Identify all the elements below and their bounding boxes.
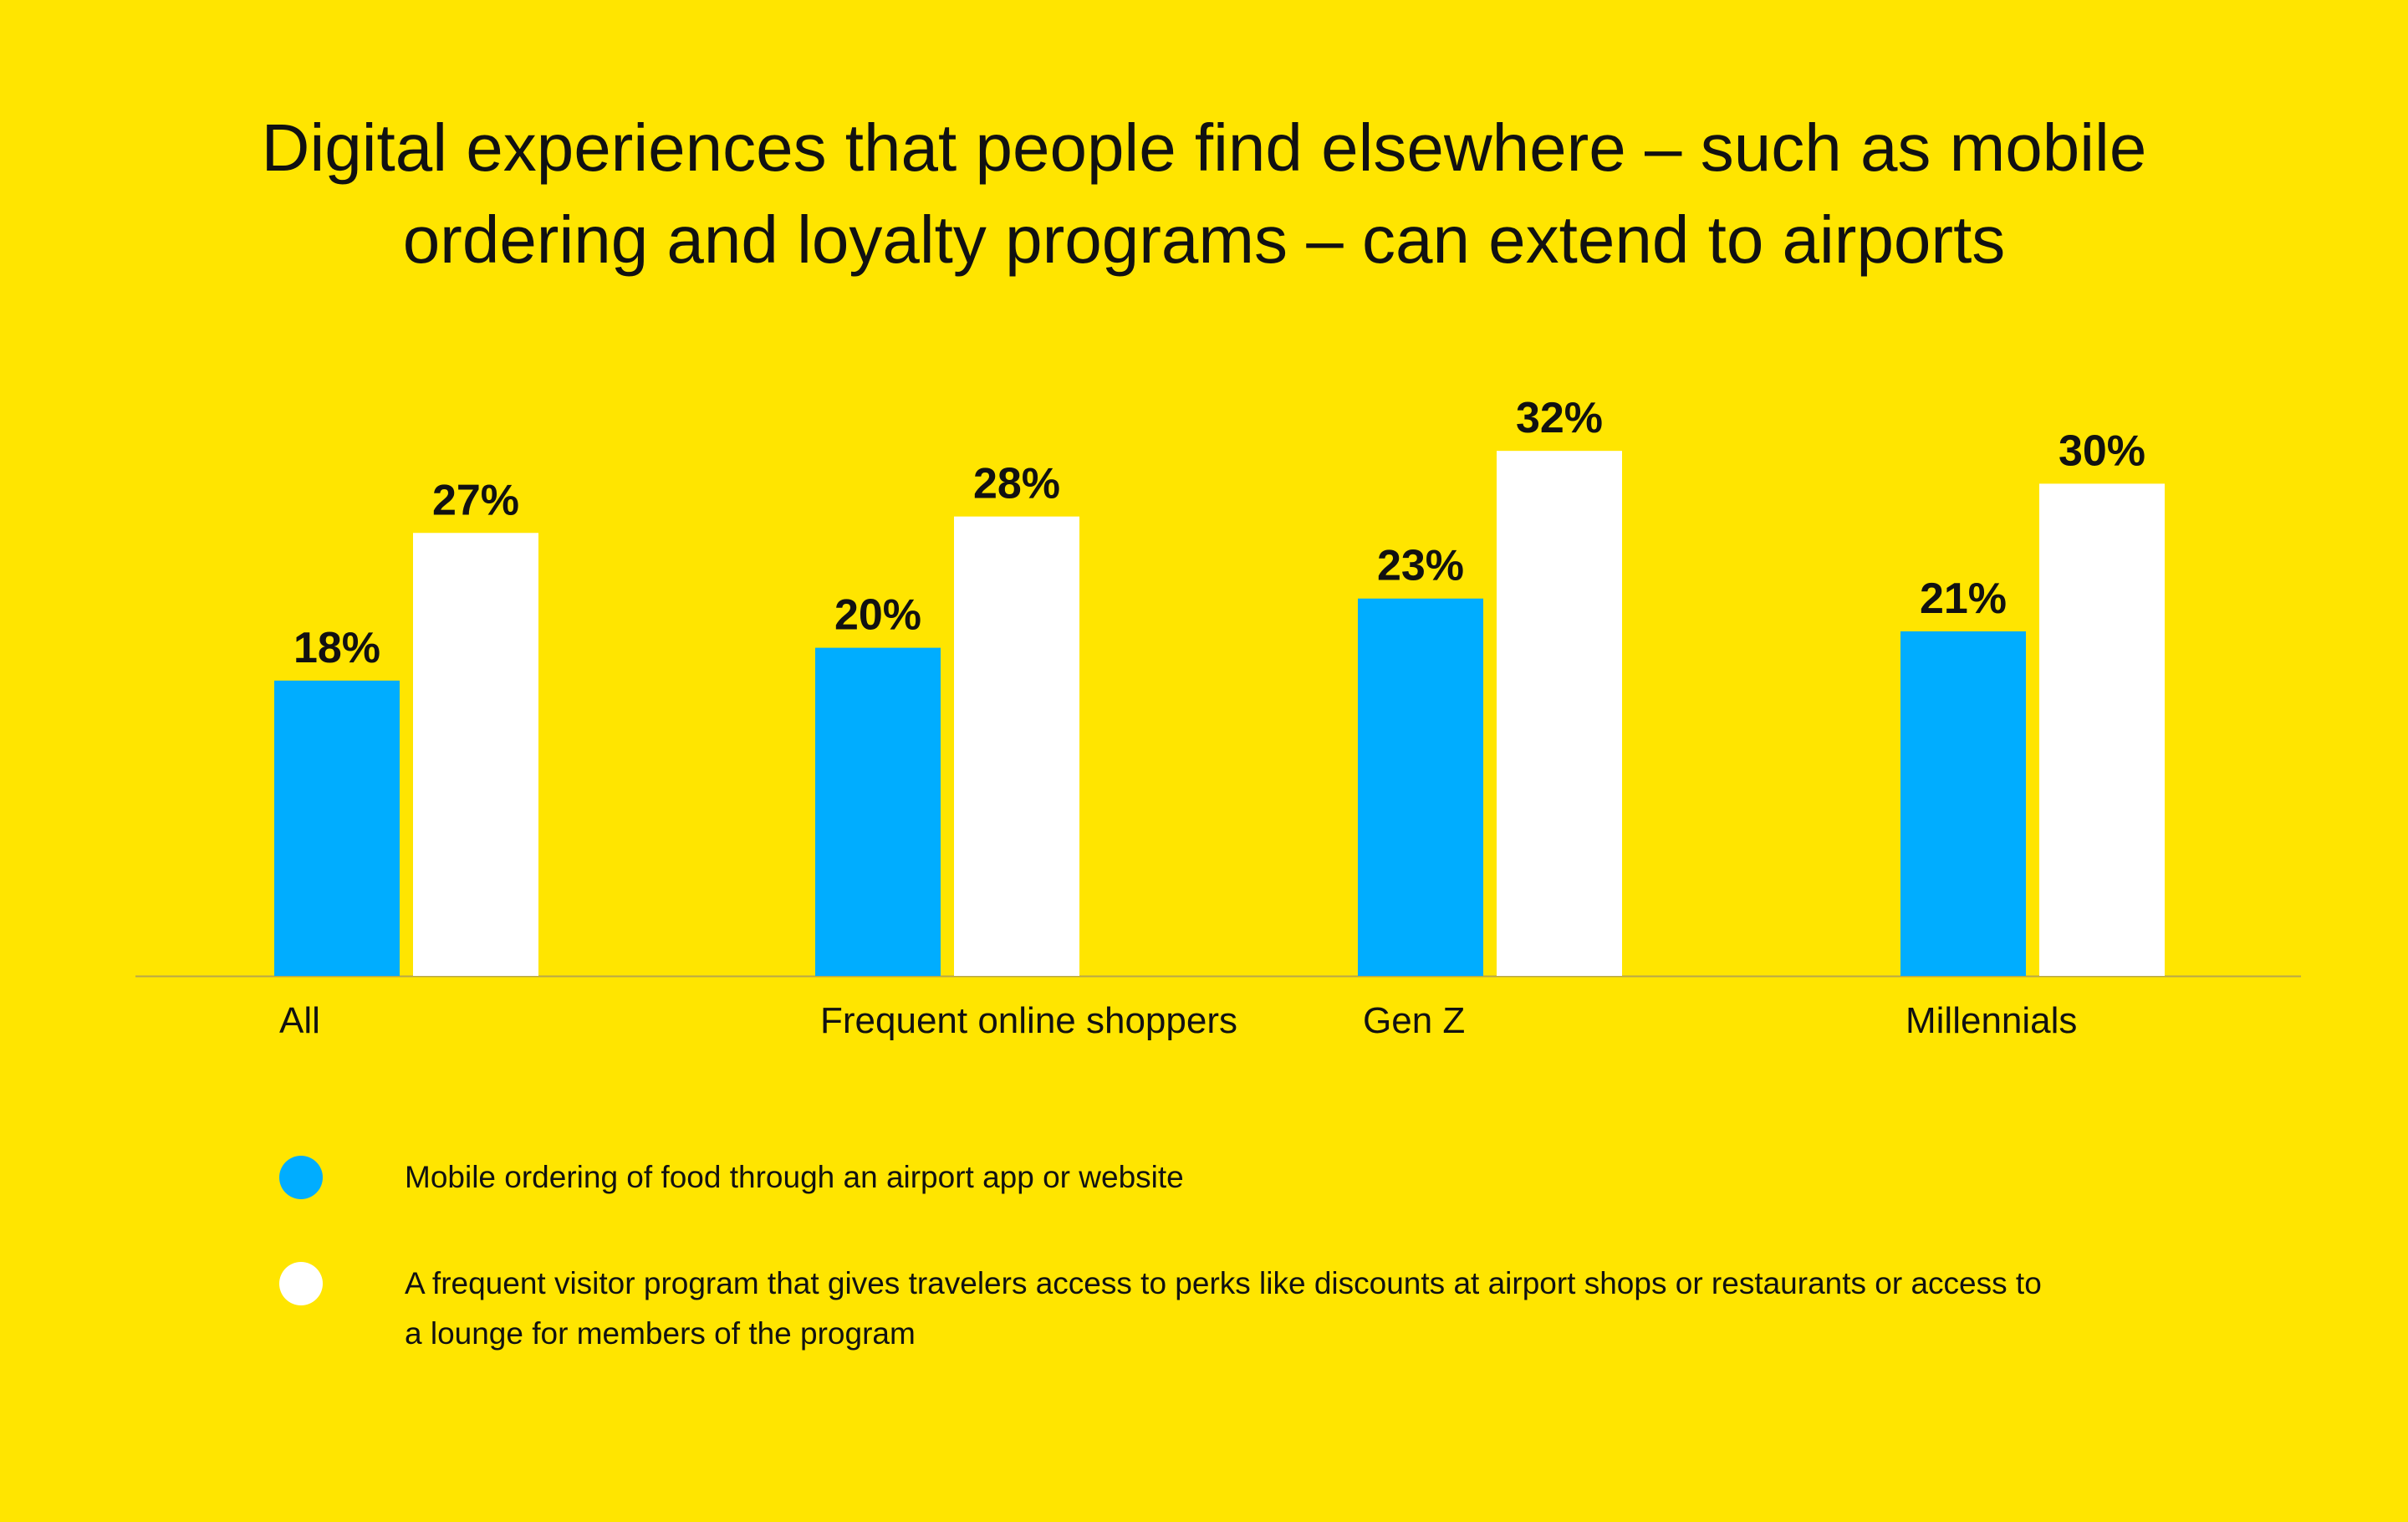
data-label-millennials-series-2: 30% bbox=[2059, 426, 2145, 475]
legend-item-mobile-ordering: Mobile ordering of food through an airpo… bbox=[279, 1152, 2052, 1203]
legend-swatch-mobile-ordering bbox=[279, 1156, 323, 1199]
bar-frequent-online-shoppers-series-1 bbox=[815, 647, 941, 976]
data-label-gen-z-series-2: 32% bbox=[1516, 394, 1603, 442]
bar-gen-z-series-1 bbox=[1358, 598, 1483, 976]
data-label-frequent-online-shoppers-series-1: 20% bbox=[834, 591, 921, 640]
bar-all-series-1 bbox=[274, 680, 400, 976]
data-label-frequent-online-shoppers-series-2: 28% bbox=[973, 460, 1060, 508]
legend-label-mobile-ordering: Mobile ordering of food through an airpo… bbox=[405, 1160, 1184, 1194]
chart-title-line-2: ordering and loyalty programs – can exte… bbox=[402, 202, 2006, 277]
chart-title-line-1: Digital experiences that people find els… bbox=[261, 110, 2147, 185]
legend-label-line-2: a lounge for members of the program bbox=[405, 1316, 916, 1351]
category-label-all: All bbox=[279, 1000, 320, 1041]
legend-label-frequent-visitor: A frequent visitor program that gives tr… bbox=[405, 1259, 2042, 1359]
data-label-all-series-1: 18% bbox=[293, 624, 380, 672]
data-label-all-series-2: 27% bbox=[432, 476, 519, 524]
bar-gen-z-series-2 bbox=[1497, 451, 1622, 976]
data-label-millennials-series-1: 21% bbox=[1920, 575, 2007, 623]
category-label-gen-z: Gen Z bbox=[1363, 1000, 1465, 1041]
legend-swatch-frequent-visitor bbox=[279, 1262, 323, 1305]
legend-label-line-1: A frequent visitor program that gives tr… bbox=[405, 1266, 2042, 1300]
category-label-millennials: Millennials bbox=[1905, 1000, 2077, 1041]
data-label-gen-z-series-1: 23% bbox=[1377, 542, 1464, 590]
category-label-frequent-online-shoppers: Frequent online shoppers bbox=[820, 1000, 1237, 1041]
bar-frequent-online-shoppers-series-2 bbox=[954, 516, 1079, 976]
bar-millennials-series-1 bbox=[1900, 631, 2026, 976]
legend-item-frequent-visitor: A frequent visitor program that gives tr… bbox=[279, 1259, 2052, 1359]
bar-all-series-2 bbox=[413, 533, 538, 976]
chart-title: Digital experiences that people find els… bbox=[0, 102, 2408, 286]
bar-millennials-series-2 bbox=[2039, 483, 2165, 976]
